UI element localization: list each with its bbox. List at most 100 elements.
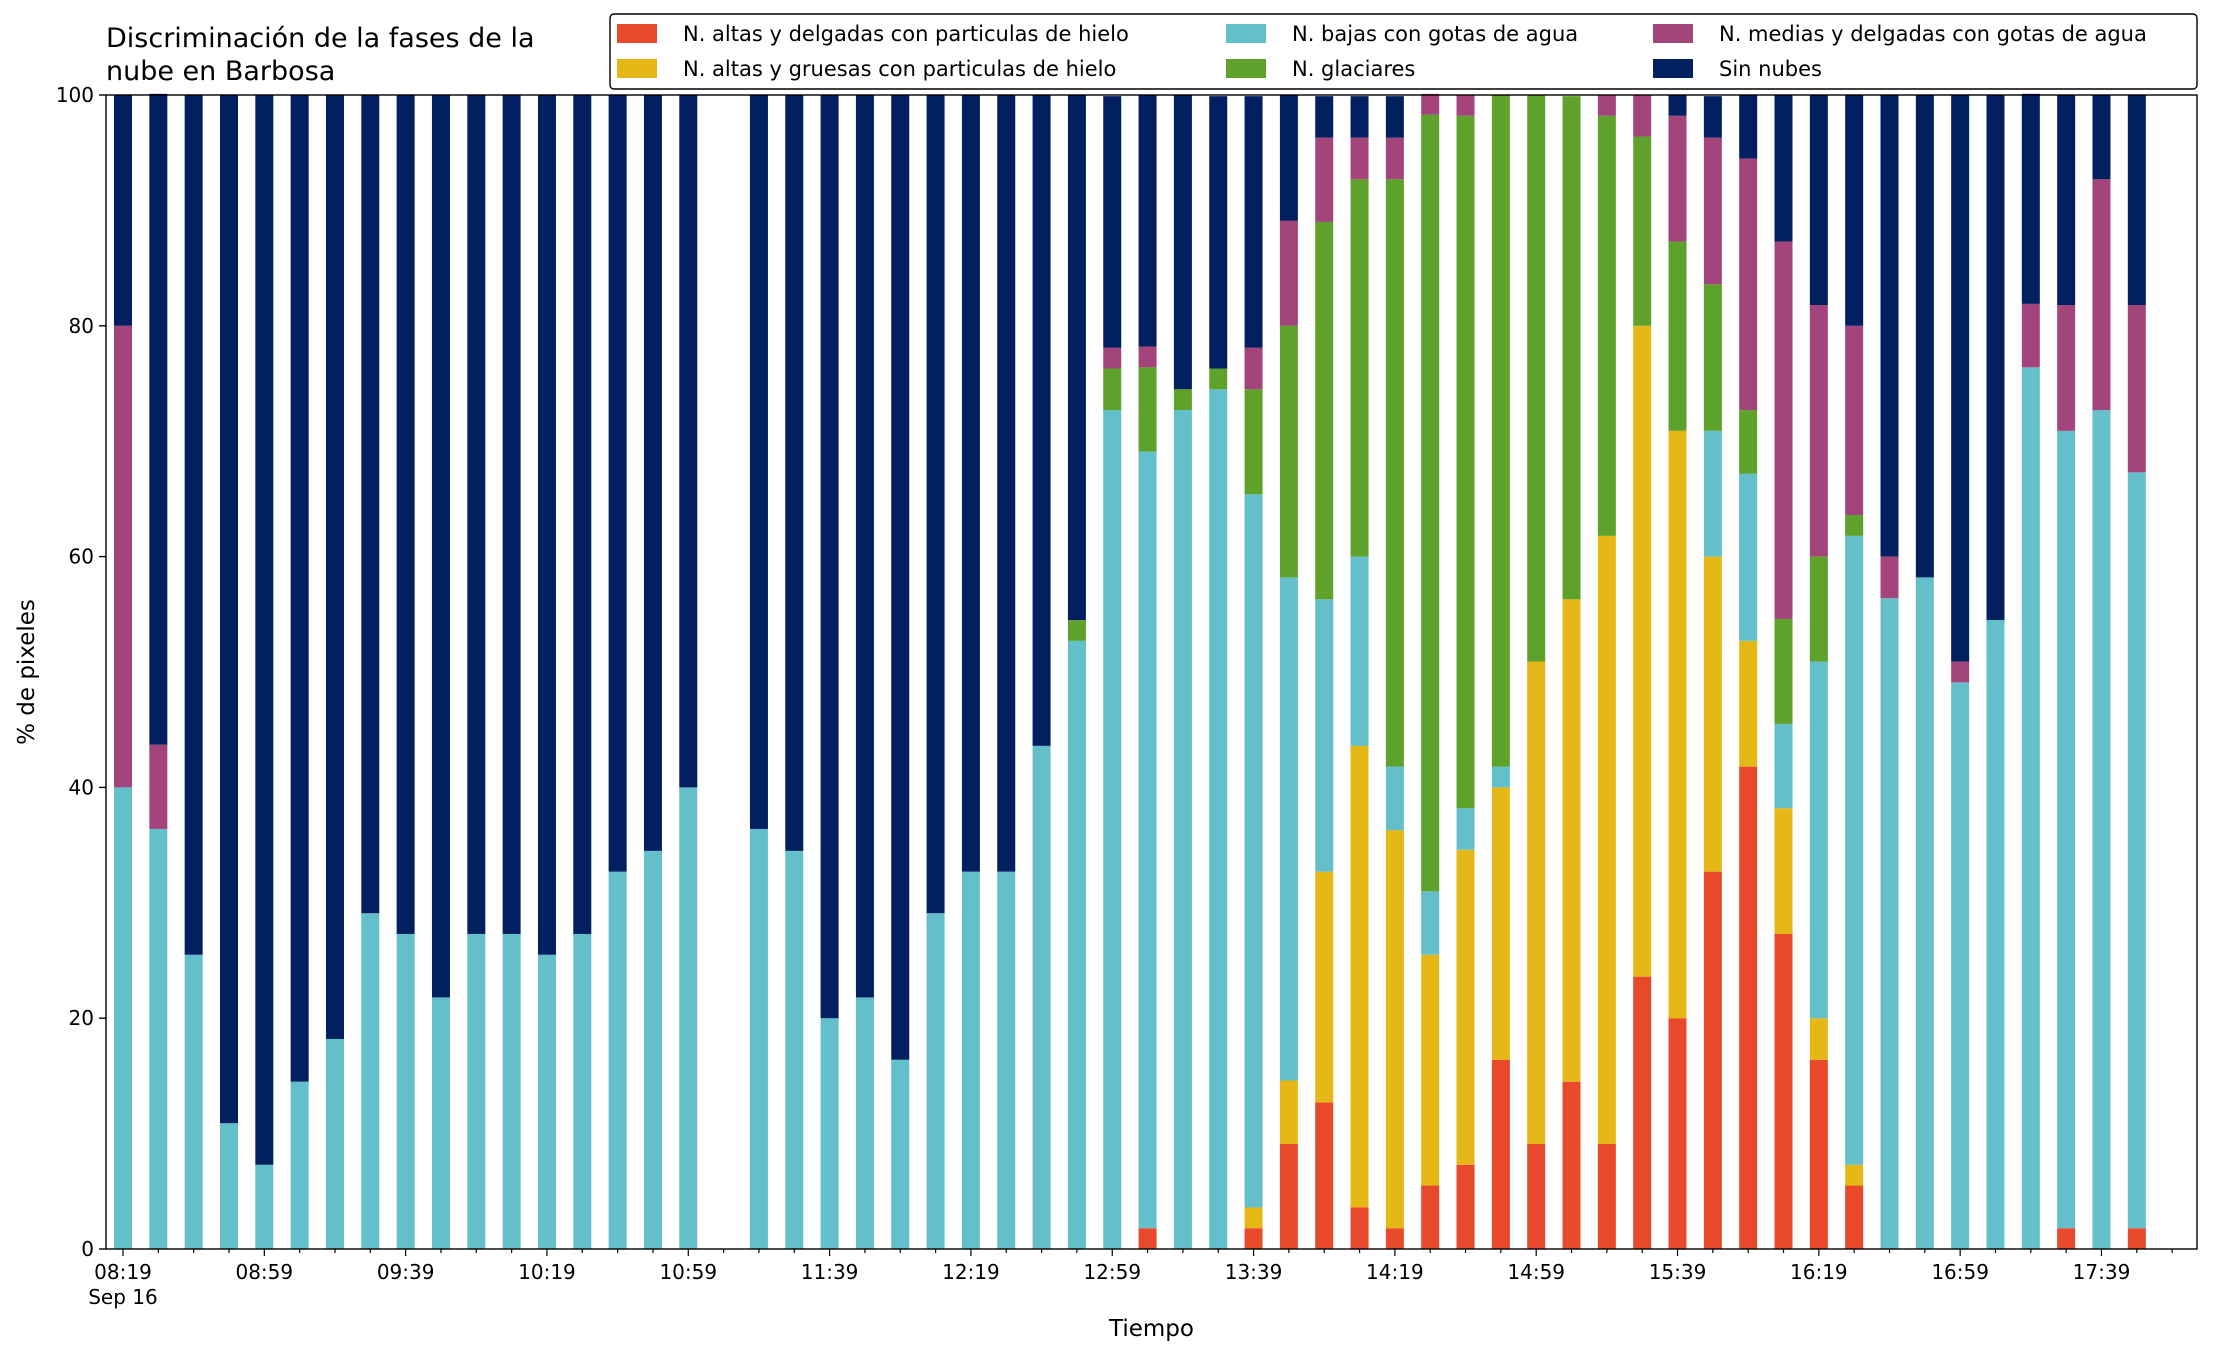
bar-segment [290,95,309,1082]
bar-segment [1703,96,1722,138]
x-tick-label: 12:19 [942,1260,1000,1284]
bar-segment [1739,473,1758,641]
bar-segment [2092,95,2111,180]
x-tick-label: 12:59 [1083,1260,1141,1284]
bar-segment [997,871,1016,1249]
bar-segment [1456,1164,1475,1249]
x-tick-label: 13:39 [1225,1260,1283,1284]
y-tick-label: 20 [69,1006,94,1030]
bar-segment [1103,368,1122,411]
bar-segment [1244,347,1263,390]
bar-segment [891,95,910,1060]
bar-segment [149,93,168,745]
bar-segment [1491,1059,1510,1249]
bar-segment [1703,556,1722,872]
bar-segment [1138,346,1157,368]
bar-segment [1703,137,1722,285]
bar-segment [1103,96,1122,348]
bar-segment [1491,95,1510,767]
bar-segment [2057,1228,2076,1249]
bar-segment [219,95,238,1124]
bar-segment [1385,766,1404,831]
bar-segment [926,95,945,914]
bar-segment [1244,1207,1263,1229]
bar-segment [2021,367,2040,1249]
bar-segment [1951,682,1970,1249]
bar-segment [325,1038,344,1249]
bar-segment [1315,96,1334,138]
bar-segment [1739,410,1758,474]
bar-segment [820,95,839,1019]
bar-segment [1244,96,1263,348]
bar-segment [1385,179,1404,767]
bar-segment [1809,95,1828,306]
bar-segment [1986,620,2005,1249]
bar-segment [1421,954,1440,1186]
bar-segment [997,95,1016,872]
bar-segment [1279,220,1298,326]
bar-segment [1244,494,1263,1208]
bar-segment [149,828,168,1249]
bar-segment [431,997,450,1249]
bar-segment [608,95,627,872]
bar-segment [1845,95,1864,326]
bar-segment [1633,136,1652,326]
bar-segment [467,95,486,934]
bar-segment [502,933,521,1249]
bar-segment [1421,114,1440,892]
bar-segment [749,828,768,1249]
bar-segment [1809,1059,1828,1249]
bar-segment [1633,325,1652,977]
bar-segment [1633,976,1652,1249]
bar-segment [1845,515,1864,536]
bar-segment [820,1018,839,1249]
bar-segment [855,997,874,1249]
bar-segment [1173,410,1192,1249]
bar-segment [785,95,804,851]
bar-segment [2127,1228,2146,1249]
bar-segment [1209,368,1228,390]
bar-segment [1597,115,1616,536]
bar-segment [2021,303,2040,368]
legend-swatch [1653,24,1693,43]
bar-segment [1103,410,1122,1249]
x-tick-label: 17:39 [2073,1260,2131,1284]
legend: N. altas y delgadas con particulas de hi… [609,13,2198,90]
legend-label: N. altas y gruesas con particulas de hie… [683,57,1116,81]
bar-segment [1668,115,1687,242]
bar-segment [431,95,450,998]
y-tick-label: 60 [69,545,94,569]
bar-segment [537,95,556,955]
bar-segment [1456,95,1475,116]
bar-segment [1385,1228,1404,1249]
bar-segment [1385,830,1404,1229]
bar-segment [1315,599,1334,872]
bar-segment [1562,1081,1581,1249]
bar-segment [1315,221,1334,600]
bar-segment [1809,661,1828,1019]
x-tick-label: 16:19 [1790,1260,1848,1284]
x-tick-label: 09:39 [377,1260,435,1284]
bar-segment [2127,95,2146,306]
bar-segment [1385,137,1404,180]
bar-segment [1880,556,1899,599]
x-tick-label: 10:19 [518,1260,576,1284]
bar-segment [926,913,945,1249]
bar-segment [537,954,556,1249]
y-tick-label: 40 [69,775,94,799]
bar-segment [149,744,168,829]
x-tick-label: 11:39 [801,1260,859,1284]
bar-segment [1173,95,1192,390]
bar-segment [114,95,132,326]
bar-segment [255,1164,274,1249]
chart-title: Discriminación de la fases de la nube en… [106,23,535,87]
bar-segment [1915,95,1934,578]
bar-segment [1350,96,1369,138]
bar-segment [1315,871,1334,1103]
bar-segment [2127,305,2146,473]
bar-segment [325,95,344,1039]
x-sublabel: Sep 16 [88,1285,158,1309]
x-tick-label: 08:59 [235,1260,293,1284]
bar-segment [1421,93,1440,115]
bar-segment [608,871,627,1249]
